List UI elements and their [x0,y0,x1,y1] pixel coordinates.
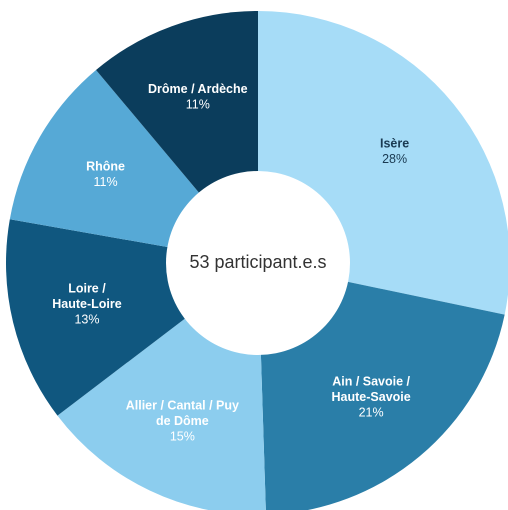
center-label: 53 participant.e.s [189,252,326,272]
slice-label-allier-cantal-puy-de-dome: de Dôme [156,414,209,428]
percent-label-loire-haute-loire: 13% [74,312,99,326]
slice-label-allier-cantal-puy-de-dome: Allier / Cantal / Puy [126,399,239,413]
slice-label-ain-savoie-haute-savoie: Ain / Savoie / [332,375,410,389]
percent-label-rhone: 11% [94,175,118,189]
slice-label-drome-ardeche: Drôme / Ardèche [148,82,248,96]
slice-label-loire-haute-loire: Loire / [68,281,106,295]
slice-label-loire-haute-loire: Haute-Loire [52,297,122,311]
donut-hole [166,171,350,355]
slice-label-ain-savoie-haute-savoie: Haute-Savoie [332,390,411,404]
slice-label-rhone: Rhône [86,160,125,174]
percent-label-isere: 28% [382,152,407,166]
slice-label-isere: Isère [380,137,409,151]
percent-label-ain-savoie-haute-savoie: 21% [359,406,384,420]
percent-label-drome-ardeche: 11% [186,98,210,112]
percent-label-allier-cantal-puy-de-dome: 15% [170,430,195,444]
